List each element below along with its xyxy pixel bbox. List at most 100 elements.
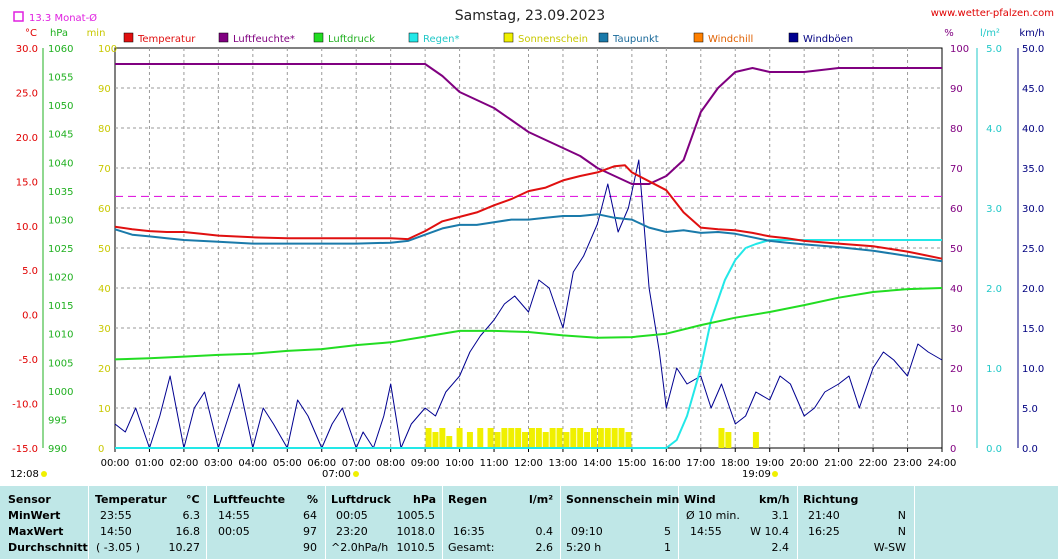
x-tick-label: 05:00 [273, 458, 302, 469]
header-wind: Wind [684, 493, 716, 506]
wind-tick-label: 45.0 [1022, 84, 1044, 95]
x-tick-label: 21:00 [824, 458, 853, 469]
humidity-tick-label: 90 [950, 84, 963, 95]
wind-tick-label: 10.0 [1022, 364, 1044, 375]
sunshine-bar [563, 432, 570, 448]
sunshine-bar [494, 432, 501, 448]
sunshine-bar [542, 432, 549, 448]
legend: Temperatur Luftfeuchte* Luftdruck Regen*… [123, 32, 853, 45]
sunshine-bar [590, 428, 597, 448]
pressure-tick-label: 1030 [48, 215, 73, 226]
x-tick-label: 00:00 [101, 458, 130, 469]
site-link[interactable]: www.wetter-pfalzen.com [931, 8, 1054, 19]
temp-tick-label: 20.0 [16, 133, 38, 144]
temp-tick-label: 30.0 [16, 44, 38, 55]
sunshine-bar [535, 428, 542, 448]
max-pres-time: 23:20 [336, 525, 368, 538]
sunshine-bar [446, 436, 453, 448]
header-temperature-unit: °C [186, 493, 200, 506]
legend-item-temperatur: Temperatur [123, 32, 196, 45]
wind-avg-label: Ø 10 min. [686, 509, 740, 522]
rain-tick-label: 4.0 [986, 124, 1002, 135]
minutes-tick-label: 0 [98, 444, 104, 455]
rain-total-label: Gesamt: [448, 541, 495, 554]
x-tick-label: 16:00 [652, 458, 681, 469]
pressure-tick-label: 1020 [48, 273, 73, 284]
x-tick-label: 20:00 [790, 458, 819, 469]
sunshine-bar [466, 432, 473, 448]
temp-tick-label: 5.0 [22, 266, 38, 277]
pressure-tick-label: 1005 [48, 358, 73, 369]
x-tick-label: 04:00 [238, 458, 267, 469]
header-direction: Richtung [803, 493, 859, 506]
sunshine-bar [570, 428, 577, 448]
x-tick-label: 11:00 [480, 458, 509, 469]
min-dir-time: 21:40 [808, 509, 840, 522]
sunshine-bar [432, 432, 439, 448]
avg-sun-value: 1 [664, 541, 671, 554]
svg-text:Luftdruck: Luftdruck [328, 34, 375, 45]
svg-text:Luftfeuchte*: Luftfeuchte* [233, 34, 295, 45]
minutes-tick-label: 60 [98, 204, 111, 215]
avg-wind-value: 2.4 [771, 541, 790, 554]
sunshine-bar [618, 428, 625, 448]
rain-unit-label: l/m² [980, 28, 1000, 39]
x-tick-label: 17:00 [686, 458, 715, 469]
x-tick-label: 08:00 [376, 458, 405, 469]
minutes-unit-label: min [87, 28, 106, 39]
monthly-avg-label: 13.3 Monat-Ø [29, 12, 97, 24]
legend-item-luftfeuchte: Luftfeuchte* [218, 32, 295, 45]
wind-unit-label: km/h [1019, 28, 1044, 39]
x-tick-label: 14:00 [583, 458, 612, 469]
pressure-tick-label: 1025 [48, 244, 73, 255]
sunshine-bar [477, 428, 484, 448]
sunshine-bar [577, 428, 584, 448]
svg-text:Windböen: Windböen [803, 34, 853, 45]
sunshine-bar [625, 432, 632, 448]
avg-temp-value: 10.27 [168, 541, 201, 554]
sunshine-bar [752, 432, 759, 448]
wind-avg-value: 3.1 [771, 509, 790, 522]
wind-tick-label: 30.0 [1022, 204, 1044, 215]
row-label-min: MinWert [8, 509, 61, 522]
sunset-icon [772, 471, 778, 477]
min-hum-time: 14:55 [218, 509, 250, 522]
weather-chart: Samstag, 23.09.2023 www.wetter-pfalzen.c… [10, 8, 1054, 480]
legend-item-sonnenschein: Sonnenschein [503, 32, 588, 45]
pressure-tick-label: 1000 [48, 387, 73, 398]
sunshine-bar [508, 428, 515, 448]
x-tick-label: 18:00 [721, 458, 750, 469]
avg-temp-trend: ( -3.05 ) [96, 541, 141, 554]
rain-tick-label: 5.0 [986, 44, 1002, 55]
header-pressure: Luftdruck [331, 493, 391, 506]
rain-tick-label: 0.0 [986, 444, 1002, 455]
sunshine-bar [549, 428, 556, 448]
max-rain-value: 0.4 [535, 525, 554, 538]
rain-tick-label: 3.0 [986, 204, 1002, 215]
svg-text:Taupunkt: Taupunkt [612, 34, 659, 45]
minutes-tick-label: 20 [98, 364, 111, 375]
pressure-unit-label: hPa [50, 28, 68, 39]
pressure-tick-label: 1035 [48, 187, 73, 198]
row-label-avg: Durchschnitt [8, 541, 88, 554]
svg-text:Sonnenschein: Sonnenschein [518, 34, 588, 45]
sunshine-bar [456, 428, 463, 448]
wind-tick-label: 5.0 [1022, 404, 1038, 415]
pressure-tick-label: 995 [48, 415, 67, 426]
sunshine-bar [439, 428, 446, 448]
grid [114, 47, 943, 449]
wind-tick-label: 50.0 [1022, 44, 1044, 55]
pressure-tick-label: 1055 [48, 73, 73, 84]
minutes-tick-label: 50 [98, 244, 111, 255]
data-series [114, 63, 943, 449]
min-dir-value: N [897, 509, 906, 522]
wind-tick-label: 35.0 [1022, 164, 1044, 175]
x-tick-label: 24:00 [928, 458, 957, 469]
x-tick-label: 07:00 [342, 458, 371, 469]
wind-tick-label: 20.0 [1022, 284, 1044, 295]
avg-hum-value: 90 [303, 541, 317, 554]
pressure-tick-label: 1045 [48, 130, 73, 141]
temp-tick-label: 15.0 [16, 177, 38, 188]
sun-total: 5:20 h [566, 541, 602, 554]
humidity-unit-label: % [944, 28, 954, 39]
